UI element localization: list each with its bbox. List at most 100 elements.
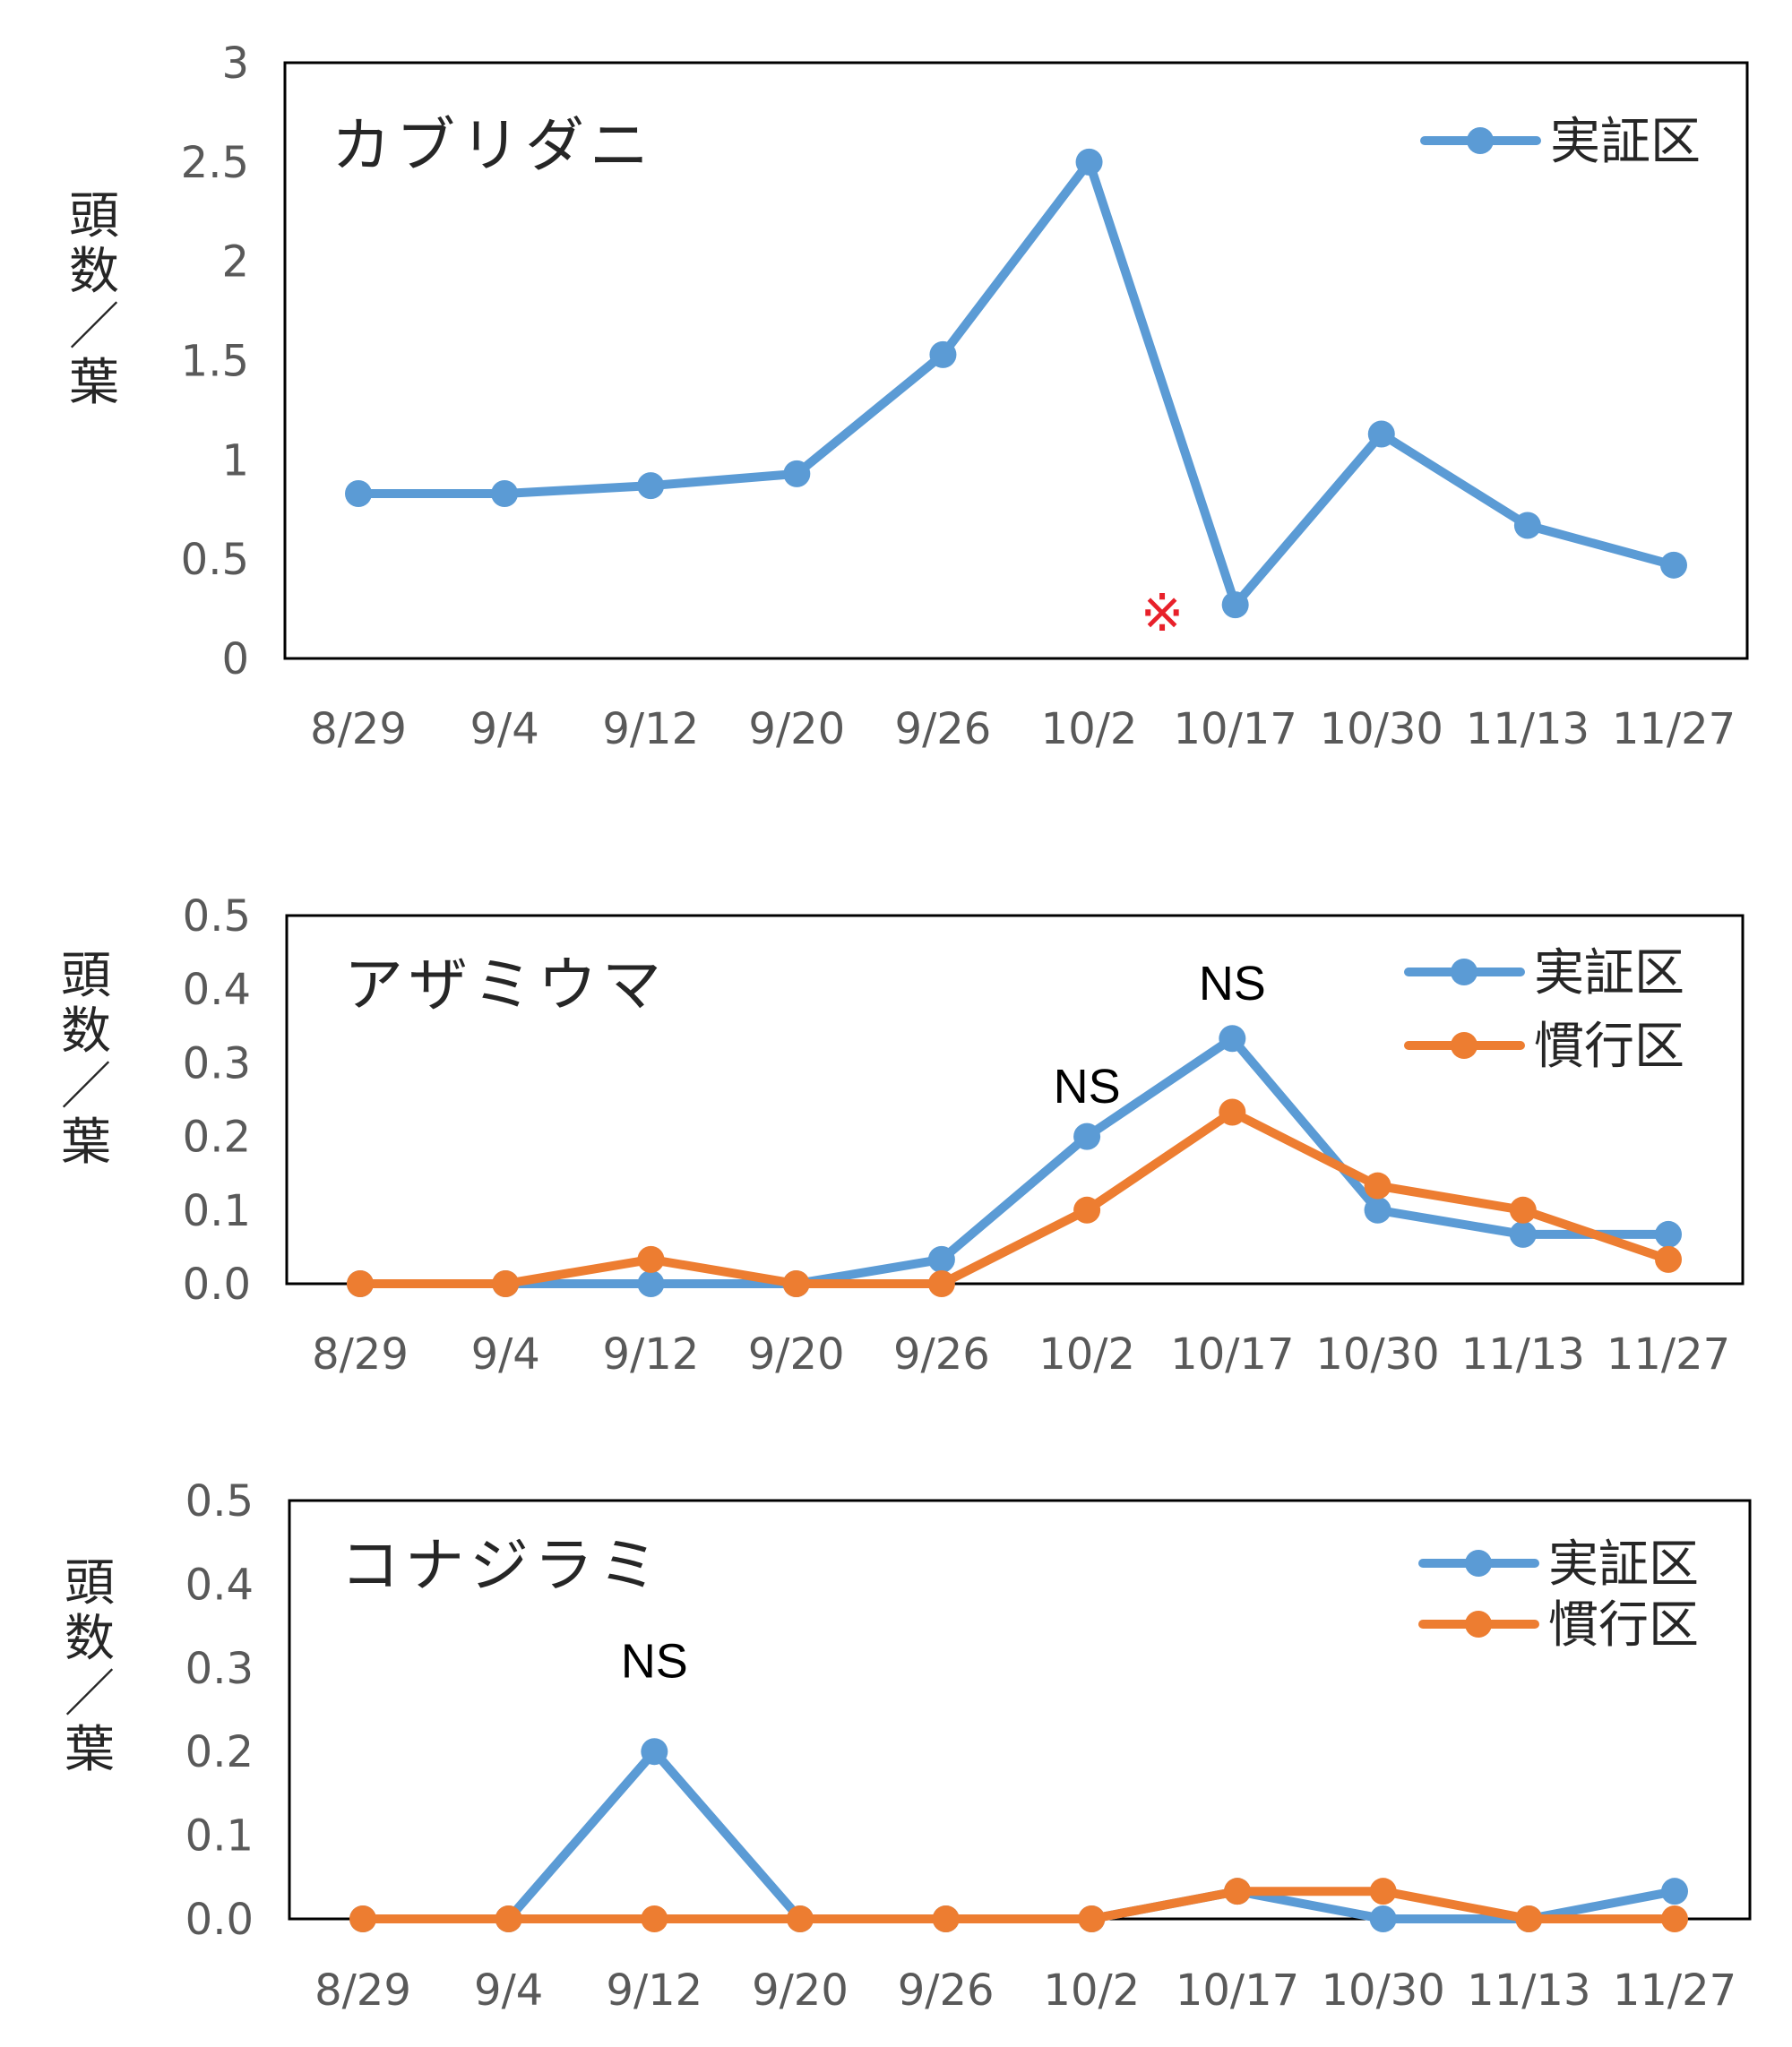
data-point xyxy=(637,472,665,500)
legend-label: 慣行区 xyxy=(1534,1018,1684,1076)
x-tick-label: 9/26 xyxy=(895,704,992,754)
x-tick-label: 10/2 xyxy=(1043,1965,1140,2016)
x-tick-label: 8/29 xyxy=(310,704,407,754)
chart-title: アザミウマ xyxy=(344,950,667,1019)
x-tick-label: 9/20 xyxy=(748,704,845,754)
x-tick-label: 10/30 xyxy=(1320,704,1443,754)
x-tick-label: 9/4 xyxy=(474,1965,543,2016)
data-point xyxy=(637,1270,665,1297)
series-line-1 xyxy=(358,1747,1679,1923)
y-tick-label: 0.5 xyxy=(185,1476,254,1527)
y-tick-label: 0.3 xyxy=(185,1644,254,1694)
x-tick-label: 11/13 xyxy=(1467,1965,1590,2016)
ns-annotation: NS xyxy=(1054,1060,1121,1114)
y-axis-label: 頭数／葉 xyxy=(65,1554,115,1779)
data-point xyxy=(495,1905,522,1932)
y-tick-label: 0.1 xyxy=(185,1811,254,1862)
data-point xyxy=(1073,1196,1101,1224)
y-tick-label: 0.3 xyxy=(183,1038,251,1088)
data-point xyxy=(1509,1220,1537,1248)
x-tick-label: 9/12 xyxy=(602,704,699,754)
data-point xyxy=(1367,420,1395,448)
data-point xyxy=(1078,1905,1106,1932)
y-tick-label: 0.2 xyxy=(183,1113,251,1163)
data-point xyxy=(1515,1905,1543,1932)
legend-marker xyxy=(1451,1032,1478,1059)
x-tick-label: 10/2 xyxy=(1041,704,1138,754)
y-axis-label: 頭数／葉 xyxy=(61,947,111,1172)
legend-label: 実証区 xyxy=(1550,113,1701,171)
data-point xyxy=(1513,512,1541,539)
x-tick-label: 11/13 xyxy=(1466,704,1590,754)
data-point xyxy=(641,1738,668,1766)
data-point xyxy=(1075,148,1103,176)
data-point xyxy=(1073,1122,1101,1150)
data-point xyxy=(1369,1878,1397,1905)
data-point xyxy=(347,1270,374,1297)
legend-label: 慣行区 xyxy=(1548,1596,1699,1655)
x-tick-label: 9/12 xyxy=(603,1329,700,1380)
y-tick-label: 2 xyxy=(221,237,249,288)
data-point xyxy=(1661,1878,1688,1905)
data-point xyxy=(782,1270,810,1297)
data-point xyxy=(1660,551,1687,579)
y-axis-label-char: 数 xyxy=(69,243,119,301)
x-tick-label: 10/17 xyxy=(1176,1965,1299,2016)
data-point xyxy=(637,1245,665,1273)
legend-label: 実証区 xyxy=(1548,1535,1699,1594)
y-axis-label-char: 葉 xyxy=(69,354,119,412)
series-line-2 xyxy=(358,1887,1679,1923)
data-point xyxy=(1655,1245,1682,1273)
y-tick-label: 0.5 xyxy=(183,891,251,942)
x-tick-label: 10/17 xyxy=(1174,704,1297,754)
data-point xyxy=(641,1905,668,1932)
plot-frame xyxy=(285,914,1745,1286)
x-tick-label: 9/26 xyxy=(893,1329,990,1380)
y-axis-label-char: 数 xyxy=(61,1002,111,1061)
y-tick-label: 2.5 xyxy=(181,138,249,188)
chart-panel-1: 0 0.5 1 1.5 2 2.5 3 8/29 9/4 9/12 9/20 9/26 10/2 10/1… xyxy=(69,39,1749,754)
x-tick-label: 11/27 xyxy=(1607,1329,1730,1380)
chart-title: コナジラミ xyxy=(340,1531,663,1600)
y-tick-label: 0.4 xyxy=(185,1560,254,1610)
data-point xyxy=(1364,1196,1391,1224)
series-line-1 xyxy=(354,157,1678,610)
data-point xyxy=(1219,1025,1246,1053)
y-tick-label: 0.5 xyxy=(181,535,249,585)
data-point xyxy=(1221,591,1249,619)
x-tick-label: 9/20 xyxy=(748,1329,845,1380)
y-axis-label-char: 葉 xyxy=(65,1721,115,1779)
y-axis-label: 頭数／葉 xyxy=(69,187,119,412)
data-point xyxy=(932,1905,960,1932)
x-tick-label: 8/29 xyxy=(312,1329,409,1380)
x-tick-label: 11/27 xyxy=(1612,704,1736,754)
data-point xyxy=(1364,1172,1391,1200)
legend-marker xyxy=(1467,127,1494,154)
data-point xyxy=(1219,1098,1246,1126)
legend-marker xyxy=(1465,1550,1492,1577)
y-axis-label-char: ／ xyxy=(69,298,119,357)
data-point xyxy=(1224,1878,1251,1905)
y-axis-label-char: 葉 xyxy=(61,1114,111,1172)
x-tick-label: 11/27 xyxy=(1613,1965,1736,2016)
data-point xyxy=(349,1905,376,1932)
legend-label: 実証区 xyxy=(1534,944,1684,1002)
chart-title: カブリダニ xyxy=(332,111,654,180)
x-tick-label: 10/30 xyxy=(1322,1965,1445,2016)
x-tick-label: 10/30 xyxy=(1315,1329,1439,1380)
x-tick-label: 11/13 xyxy=(1461,1329,1585,1380)
y-tick-label: 0.0 xyxy=(185,1895,254,1945)
data-point xyxy=(491,480,519,508)
data-point xyxy=(929,340,957,368)
plot-frame xyxy=(283,61,1749,660)
data-point xyxy=(1661,1905,1688,1932)
x-tick-label: 9/12 xyxy=(606,1965,702,2016)
x-tick-label: 10/17 xyxy=(1170,1329,1294,1380)
series-line-1 xyxy=(356,1034,1673,1288)
y-tick-label: 0.4 xyxy=(183,965,251,1015)
legend-marker xyxy=(1451,959,1478,985)
data-point xyxy=(492,1270,520,1297)
data-point xyxy=(1655,1220,1682,1248)
y-axis-label-char: 数 xyxy=(65,1610,115,1668)
